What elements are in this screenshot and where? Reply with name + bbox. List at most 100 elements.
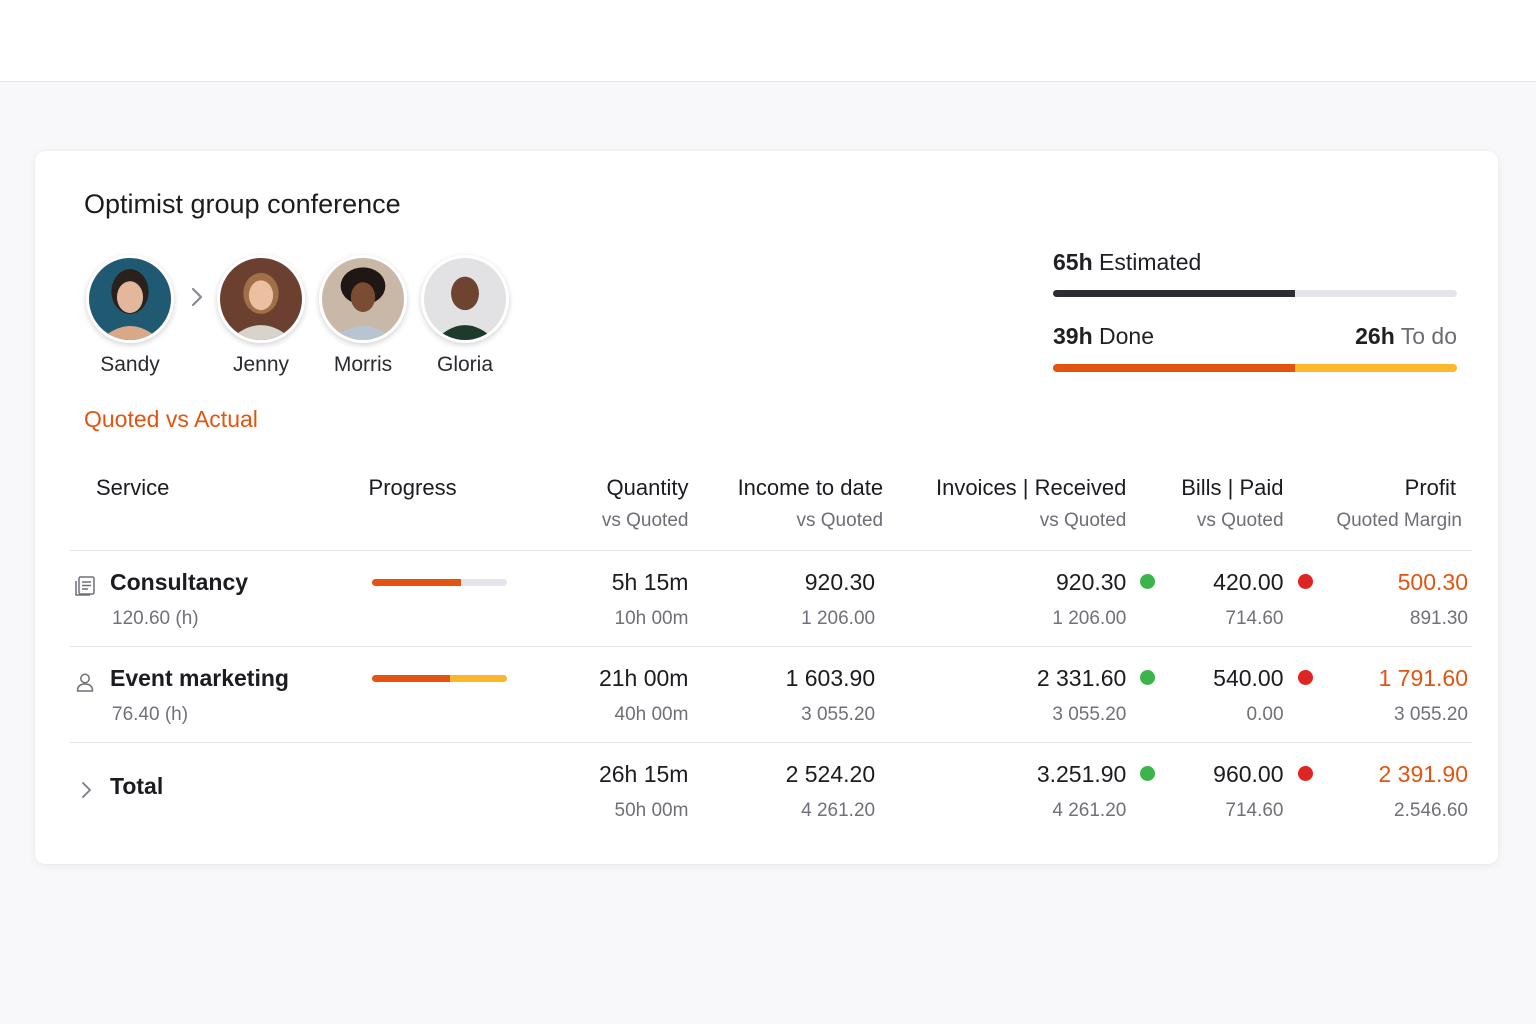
avatar[interactable] xyxy=(319,255,407,343)
progress-cell xyxy=(367,647,525,743)
team-member-morris[interactable]: Morris xyxy=(313,255,413,377)
column-profit-sub: Quoted Margin xyxy=(1336,510,1462,531)
member-name: Gloria xyxy=(436,353,494,376)
avatar-photo-gloria xyxy=(424,258,506,340)
table-row[interactable]: Event marketing 76.40 (h) 21h 00m 40h 00… xyxy=(70,647,1472,743)
member-name: Jenny xyxy=(232,353,290,376)
column-progress[interactable]: Progress xyxy=(367,461,525,551)
member-name: Sandy xyxy=(100,353,160,376)
todo-progress-fill xyxy=(1295,364,1457,372)
total-quantity: 26h 15m xyxy=(598,761,689,787)
income-cell: 1 603.90 3 055.20 xyxy=(688,647,883,743)
service-hours: 76.40 (h) xyxy=(112,704,189,725)
service-progress-fill xyxy=(371,675,450,682)
hours-summary: 65h Estimated 39h Done 26h To do xyxy=(1053,249,1457,372)
quantity-value: 5h 15m xyxy=(611,569,689,595)
total-cell[interactable]: Total xyxy=(70,743,367,839)
bills-value: 540.00 xyxy=(1213,665,1284,691)
income-quoted: 3 055.20 xyxy=(801,704,876,725)
bills-cell: 420.00 714.60 xyxy=(1155,551,1313,647)
bills-cell: 540.00 0.00 xyxy=(1155,647,1313,743)
estimated-value: 65h xyxy=(1053,249,1093,275)
invoices-value: 920.30 xyxy=(1055,569,1127,595)
avatar-photo-jenny xyxy=(220,258,302,340)
invoices-value: 2 331.60 xyxy=(1036,665,1127,691)
total-income: 2 524.20 xyxy=(785,761,876,787)
service-progress-fill xyxy=(371,579,461,586)
service-progress-bar xyxy=(371,579,507,586)
column-bills-sub: vs Quoted xyxy=(1196,510,1284,531)
avatar-photo-morris xyxy=(322,258,404,340)
column-quantity-sub: vs Quoted xyxy=(601,510,689,531)
total-income-quoted: 4 261.20 xyxy=(801,800,876,821)
team-member-gloria[interactable]: Gloria xyxy=(415,255,515,377)
total-label: Total xyxy=(110,773,164,799)
person-icon xyxy=(76,673,94,692)
total-bills-quoted: 714.60 xyxy=(1225,800,1284,821)
total-profit-cell: 2 391.90 2.546.60 xyxy=(1313,743,1472,839)
total-row[interactable]: Total 26h 15m 50h 00m 2 524.20 4 261.20 … xyxy=(70,743,1472,839)
column-bills[interactable]: Bills | Paid vs Quoted xyxy=(1155,461,1312,551)
status-dot-green xyxy=(1140,670,1156,686)
team-member-sandy[interactable]: Sandy xyxy=(80,255,180,377)
column-income[interactable]: Income to date vs Quoted xyxy=(688,461,884,551)
table-row[interactable]: Consultancy 120.60 (h) 5h 15m 10h 00m 92… xyxy=(70,551,1472,647)
total-bills: 960.00 xyxy=(1213,761,1284,787)
quantity-quoted: 40h 00m xyxy=(614,704,689,725)
done-label: Done xyxy=(1099,323,1155,349)
status-dot-red xyxy=(1297,670,1313,686)
estimated-label: Estimated xyxy=(1099,249,1202,275)
service-cell[interactable]: Event marketing 76.40 (h) xyxy=(70,647,367,743)
quantity-cell: 5h 15m 10h 00m xyxy=(525,551,689,647)
project-card: Optimist group conference Sandy xyxy=(35,151,1498,864)
done-todo-progress-bar xyxy=(1053,364,1457,372)
estimated-progress-fill xyxy=(1053,290,1296,297)
bills-quoted: 0.00 xyxy=(1246,704,1284,725)
todo-hours: 26h To do xyxy=(1355,323,1457,350)
quoted-vs-actual-link[interactable]: Quoted vs Actual xyxy=(84,406,258,432)
services-table: Service Progress Quantity vs Quoted Inco… xyxy=(70,461,1472,838)
income-quoted: 1 206.00 xyxy=(801,608,876,629)
column-invoices-label: Invoices | Received xyxy=(935,475,1127,500)
todo-value: 26h xyxy=(1355,323,1395,349)
estimated-hours: 65h Estimated xyxy=(1053,249,1457,276)
status-dot-green xyxy=(1140,574,1156,590)
status-dot-red xyxy=(1297,574,1313,590)
column-invoices[interactable]: Invoices | Received vs Quoted xyxy=(883,461,1155,551)
column-profit[interactable]: Profit Quoted Margin xyxy=(1313,461,1472,551)
total-income-cell: 2 524.20 4 261.20 xyxy=(688,743,883,839)
invoices-cell: 2 331.60 3 055.20 xyxy=(883,647,1156,743)
quantity-value: 21h 00m xyxy=(598,665,689,691)
column-bills-label: Bills | Paid xyxy=(1181,475,1284,500)
profit-cell: 500.30 891.30 xyxy=(1313,551,1472,647)
chevron-right-icon[interactable] xyxy=(76,779,98,801)
column-quantity[interactable]: Quantity vs Quoted xyxy=(525,461,689,551)
avatar[interactable] xyxy=(86,255,174,343)
column-profit-label: Profit xyxy=(1404,475,1456,500)
total-invoices-quoted: 4 261.20 xyxy=(1052,800,1127,821)
avatar-photo-sandy xyxy=(89,258,171,340)
avatar[interactable] xyxy=(421,255,509,343)
quantity-cell: 21h 00m 40h 00m xyxy=(525,647,689,743)
avatar[interactable] xyxy=(217,255,305,343)
column-service[interactable]: Service xyxy=(70,461,367,551)
profit-cell: 1 791.60 3 055.20 xyxy=(1313,647,1472,743)
total-progress-cell xyxy=(367,743,525,839)
top-bar xyxy=(0,0,1536,82)
page-title: Optimist group conference xyxy=(84,189,401,219)
table-header: Service Progress Quantity vs Quoted Inco… xyxy=(70,461,1472,551)
document-list-icon xyxy=(75,576,95,596)
status-dot-green xyxy=(1140,766,1156,782)
service-cell[interactable]: Consultancy 120.60 (h) xyxy=(70,551,367,647)
column-income-label: Income to date xyxy=(737,475,884,500)
total-bills-cell: 960.00 714.60 xyxy=(1155,743,1313,839)
service-progress-bar xyxy=(371,675,507,682)
service-progress-fill-secondary xyxy=(449,675,507,682)
total-quantity-cell: 26h 15m 50h 00m xyxy=(525,743,689,839)
team-member-jenny[interactable]: Jenny xyxy=(211,255,311,377)
profit-margin: 891.30 xyxy=(1409,608,1468,629)
income-value: 920.30 xyxy=(804,569,876,595)
chevron-right-icon xyxy=(191,287,203,307)
total-invoices-cell: 3.251.90 4 261.20 xyxy=(883,743,1156,839)
column-income-sub: vs Quoted xyxy=(796,510,884,531)
